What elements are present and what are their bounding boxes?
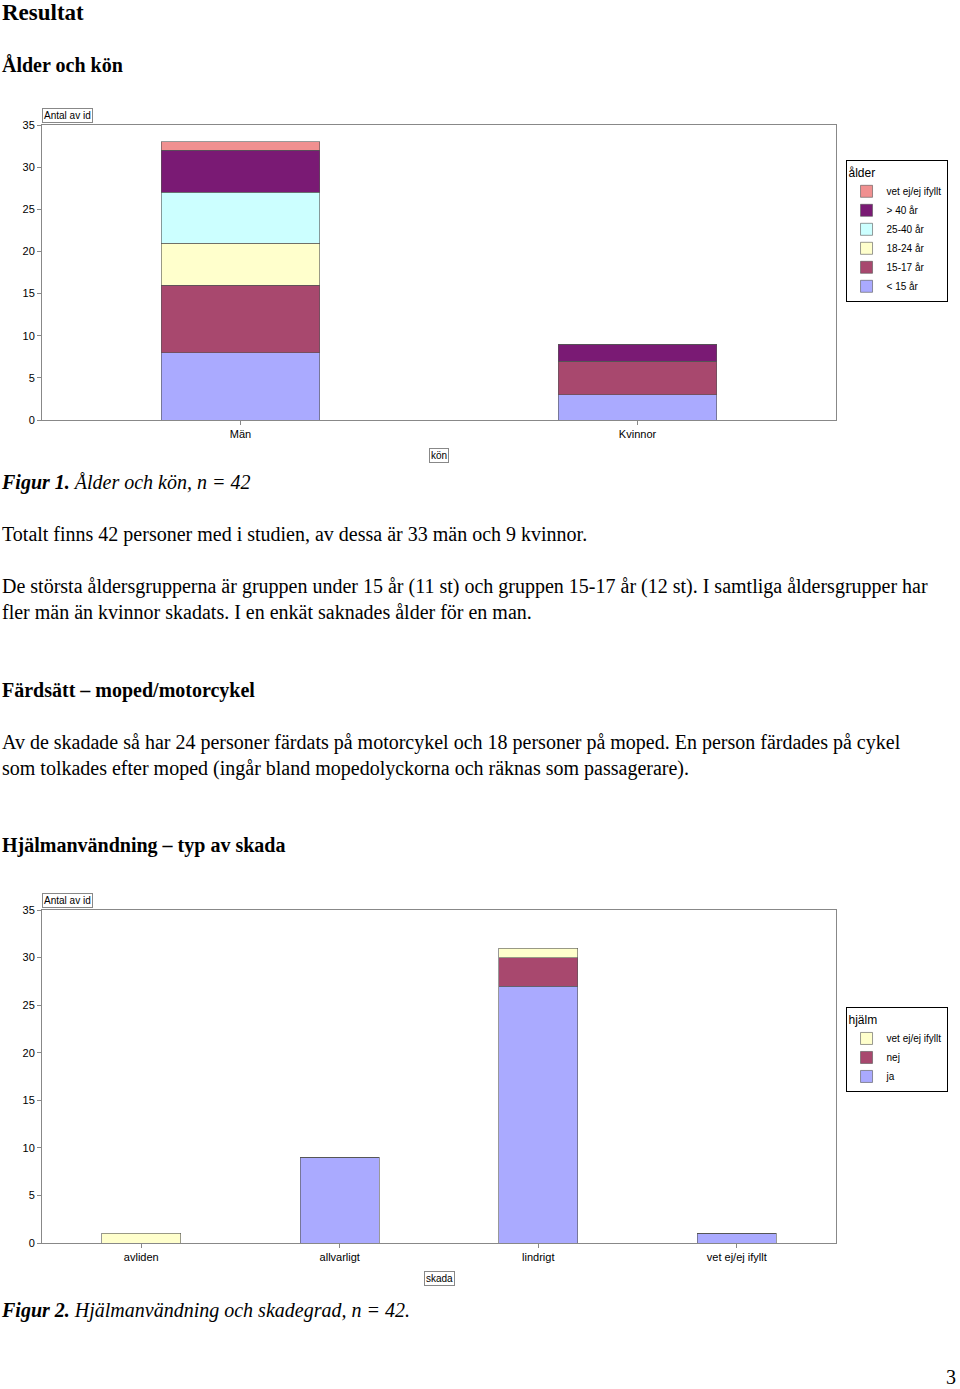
html-text:Ålder och kön: Ålder och kön (2, 54, 123, 76)
svg-text:10: 10 (23, 1142, 35, 1154)
svg-text:15-17 år: 15-17 år (887, 262, 925, 273)
svg-text:vet ej/ej ifyllt: vet ej/ej ifyllt (887, 1033, 942, 1044)
svg-text:25: 25 (23, 999, 35, 1011)
html-text:Hjälmanvändning – typ av skada: Hjälmanvändning – typ av skada (2, 834, 286, 856)
html-text:Av de skadade så har 24 person: Av de skadade så har 24 personer färdats… (2, 731, 901, 779)
svg-text:Män: Män (230, 428, 251, 440)
svg-text:10: 10 (23, 330, 35, 342)
svg-text:skada: skada (426, 1273, 453, 1284)
svg-text:5: 5 (29, 372, 35, 384)
svg-text:5: 5 (29, 1189, 35, 1201)
html-text:Figur 1. Ålder och kön, n = 42: Figur 1. Ålder och kön, n = 42 (2, 471, 251, 493)
svg-text:30: 30 (23, 161, 35, 173)
svg-text:nej: nej (887, 1052, 900, 1063)
svg-text:35: 35 (23, 904, 35, 916)
svg-text:vet ej/ej ifyllt: vet ej/ej ifyllt (887, 186, 942, 197)
html-text:Resultat: Resultat (2, 0, 84, 25)
html-text:Totalt finns 42 personer med i: Totalt finns 42 personer med i studien, … (2, 523, 588, 545)
svg-text:15: 15 (23, 287, 35, 299)
html-text:De största åldersgrupperna är: De största åldersgrupperna är gruppen un… (2, 575, 928, 623)
svg-text:ålder: ålder (849, 166, 876, 180)
svg-text:30: 30 (23, 951, 35, 963)
svg-text:hjälm: hjälm (849, 1013, 878, 1027)
html-text:3: 3 (946, 1366, 956, 1388)
svg-text:> 40 år: > 40 år (887, 205, 919, 216)
svg-text:allvarligt: allvarligt (320, 1251, 360, 1263)
svg-text:Kvinnor: Kvinnor (619, 428, 657, 440)
svg-text:< 15 år: < 15 år (887, 281, 919, 292)
html-text:Färdsätt – moped/motorcykel: Färdsätt – moped/motorcykel (2, 679, 255, 701)
svg-text:25-40 år: 25-40 år (887, 224, 925, 235)
svg-text:0: 0 (29, 1237, 35, 1249)
svg-text:Antal av id: Antal av id (44, 895, 91, 906)
svg-text:lindrigt: lindrigt (522, 1251, 554, 1263)
svg-text:20: 20 (23, 245, 35, 257)
svg-text:Antal av id: Antal av id (44, 110, 91, 121)
svg-text:25: 25 (23, 203, 35, 215)
svg-text:ja: ja (886, 1071, 895, 1082)
svg-text:kön: kön (431, 450, 447, 461)
svg-text:avliden: avliden (124, 1251, 159, 1263)
svg-text:15: 15 (23, 1094, 35, 1106)
svg-text:0: 0 (29, 414, 35, 426)
svg-text:35: 35 (23, 119, 35, 131)
html-text:Figur 2. Hjälmanvändning och s: Figur 2. Hjälmanvändning och skadegrad, … (2, 1299, 410, 1321)
svg-text:18-24 år: 18-24 år (887, 243, 925, 254)
svg-text:vet ej/ej ifyllt: vet ej/ej ifyllt (707, 1251, 767, 1263)
svg-text:20: 20 (23, 1047, 35, 1059)
